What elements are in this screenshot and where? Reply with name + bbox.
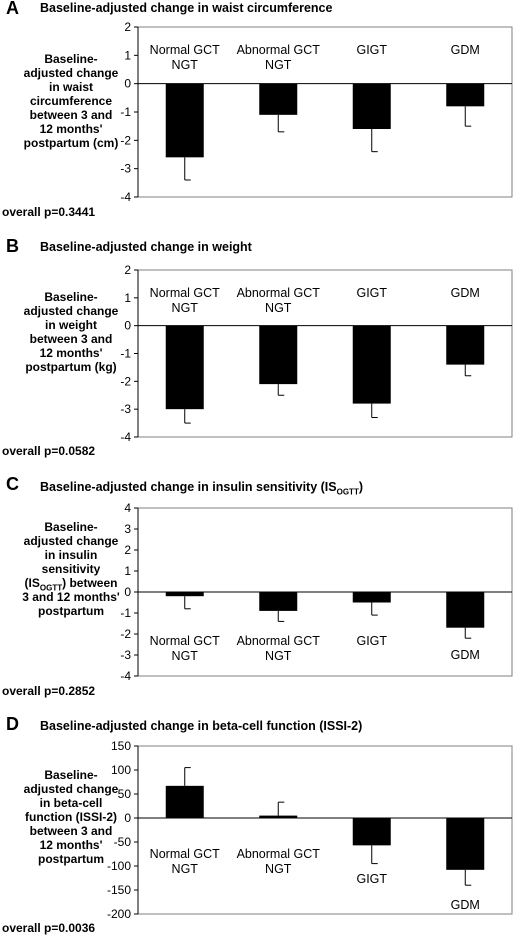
category-label: NGT: [265, 649, 292, 663]
y-axis-label-text: Baseline-adjusted change in insulin sens…: [23, 520, 119, 590]
y-tick-label: -3: [120, 162, 131, 176]
y-tick-label: -1: [120, 606, 131, 620]
category-label: Abnormal GCT: [237, 43, 321, 57]
y-tick-label: -50: [114, 835, 132, 849]
category-label: NGT: [172, 862, 199, 876]
chart-title-text: Baseline-adjusted change in insulin sens…: [40, 480, 337, 494]
y-axis-label: Baseline-adjusted change in insulin sens…: [22, 520, 120, 618]
y-tick-label: -4: [120, 430, 131, 444]
bar: [446, 83, 485, 107]
y-tick-label: 1: [124, 48, 131, 62]
category-label: Normal GCT: [150, 634, 221, 648]
y-tick-label: 2: [124, 543, 131, 557]
category-label: GIGT: [356, 634, 387, 648]
y-tick-label: -2: [120, 627, 131, 641]
y-axis-label-subscript: OGTT: [39, 583, 63, 593]
category-label: GDM: [451, 898, 480, 912]
y-tick-label: -2: [120, 374, 131, 388]
category-label: GDM: [451, 43, 480, 57]
category-label: GIGT: [356, 872, 387, 886]
category-label: NGT: [265, 301, 292, 315]
y-tick-label: -3: [120, 402, 131, 416]
category-label: Abnormal GCT: [237, 634, 321, 648]
chart-title-subscript: OGTT: [336, 487, 359, 497]
bar: [259, 325, 298, 385]
y-tick-label: 2: [124, 20, 131, 34]
y-tick-label: -3: [120, 648, 131, 662]
chart-title: Baseline-adjusted change in weight: [40, 240, 252, 254]
y-axis-label-end: ) between 3 and 12 months' postpartum: [22, 576, 120, 618]
bar: [352, 325, 391, 404]
y-axis-label: Baseline-adjusted change in waist circum…: [23, 52, 119, 150]
chart-title: Baseline-adjusted change in waist circum…: [40, 1, 333, 15]
y-axis-label: Baseline-adjusted change in beta-cell fu…: [23, 768, 119, 866]
category-label: GIGT: [356, 43, 387, 57]
category-label: Abnormal GCT: [237, 847, 321, 861]
category-label: NGT: [172, 649, 199, 663]
panel-letter: D: [6, 714, 19, 734]
bar: [446, 592, 485, 628]
chart-title: Baseline-adjusted change in beta-cell fu…: [40, 719, 363, 733]
category-label: NGT: [172, 58, 199, 72]
y-tick-label: -200: [107, 907, 131, 921]
p-value: overall p=0.3441: [2, 205, 96, 219]
y-tick-label: -4: [120, 190, 131, 204]
category-label: Normal GCT: [150, 43, 221, 57]
y-tick-label: 50: [118, 787, 132, 801]
category-label: GDM: [451, 286, 480, 300]
y-tick-label: -150: [107, 883, 131, 897]
y-tick-label: -2: [120, 133, 131, 147]
bar: [446, 325, 485, 365]
bar: [165, 785, 204, 818]
category-label: Normal GCT: [150, 286, 221, 300]
bar: [352, 83, 391, 129]
panel-letter: B: [6, 236, 19, 256]
bar: [352, 818, 391, 846]
chart-title-end: ): [358, 480, 363, 494]
y-tick-label: 1: [124, 291, 131, 305]
y-tick-label: -1: [120, 105, 131, 119]
p-value: overall p=0.2852: [2, 684, 96, 698]
y-tick-label: -1: [120, 347, 131, 361]
y-tick-label: 2: [124, 263, 131, 277]
category-label: NGT: [265, 58, 292, 72]
bar: [259, 83, 298, 115]
y-tick-label: 4: [124, 501, 131, 515]
bar: [165, 325, 204, 410]
bar: [259, 815, 298, 818]
p-value: overall p=0.0036: [2, 921, 96, 935]
category-label: NGT: [172, 301, 199, 315]
p-value: overall p=0.0582: [2, 444, 96, 458]
category-label: Normal GCT: [150, 847, 221, 861]
y-tick-label: 0: [124, 585, 131, 599]
y-tick-label: 150: [111, 739, 131, 753]
y-tick-label: 100: [111, 763, 131, 777]
y-tick-label: -4: [120, 669, 131, 683]
bar: [165, 83, 204, 158]
bar: [446, 818, 485, 870]
y-axis-label: Baseline-adjusted change in weight betwe…: [23, 290, 119, 374]
chart-title: Baseline-adjusted change in insulin sens…: [40, 480, 363, 497]
panel-letter: A: [6, 0, 19, 18]
y-tick-label: 0: [124, 811, 131, 825]
bar: [352, 592, 391, 603]
bar: [259, 592, 298, 611]
category-label: GIGT: [356, 286, 387, 300]
category-label: GDM: [451, 648, 480, 662]
y-tick-label: 1: [124, 564, 131, 578]
panel-letter: C: [6, 474, 19, 494]
y-tick-label: 0: [124, 319, 131, 333]
y-tick-label: -100: [107, 859, 131, 873]
y-tick-label: 3: [124, 522, 131, 536]
category-label: NGT: [265, 862, 292, 876]
y-tick-label: 0: [124, 77, 131, 91]
bar: [165, 592, 204, 597]
category-label: Abnormal GCT: [237, 286, 321, 300]
